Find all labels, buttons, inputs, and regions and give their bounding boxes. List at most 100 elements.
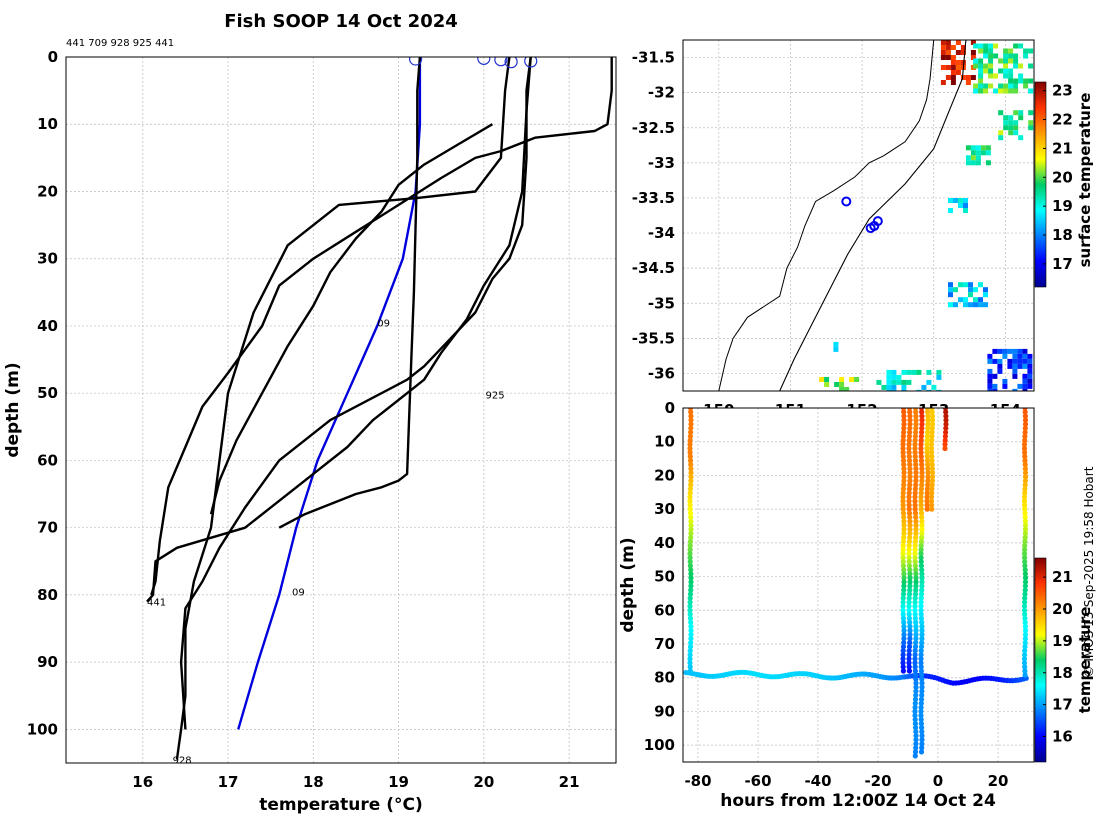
cast-point	[913, 680, 919, 686]
sst-colorbar-tick: 17	[1052, 255, 1073, 273]
cast-point	[907, 567, 913, 573]
cast-point	[919, 627, 925, 634]
cast-point	[919, 684, 925, 690]
sst-pixel	[960, 50, 966, 55]
sst-pixel	[978, 78, 984, 84]
cast-point	[687, 607, 693, 613]
cast-point	[913, 534, 919, 541]
sst-pixel	[901, 389, 907, 391]
cast-point	[912, 453, 918, 460]
sst-pixel	[973, 43, 979, 49]
sst-pixel	[1028, 88, 1034, 94]
sst-pixel	[973, 83, 979, 89]
cast-point	[912, 656, 918, 662]
cast-point	[913, 745, 919, 751]
cast-point	[900, 656, 906, 662]
sst-pixel	[958, 282, 963, 288]
cast-point	[907, 526, 913, 533]
sst-pixel	[970, 150, 976, 156]
cast-point	[919, 583, 925, 589]
cast-point	[913, 632, 919, 638]
profile-ylabel: depth (m)	[3, 362, 23, 457]
cast-point	[1022, 490, 1028, 496]
sst-pixel	[973, 58, 979, 64]
cast-point	[688, 470, 694, 476]
cast-point	[924, 502, 930, 508]
cast-point	[912, 753, 918, 759]
cast-point	[924, 445, 930, 452]
section-ytick: 100	[644, 736, 675, 754]
cast-point	[929, 490, 935, 496]
sst-pixel	[970, 40, 976, 45]
cast-point	[687, 668, 694, 674]
cast-point	[688, 587, 694, 593]
sst-pixel	[992, 373, 998, 379]
sst-pixel	[987, 353, 993, 359]
cast-point	[906, 603, 912, 609]
cast-point	[907, 636, 913, 642]
cast-point	[918, 668, 925, 674]
sst-pixel	[1018, 110, 1024, 116]
cast-point	[919, 482, 925, 488]
cast-point	[1022, 506, 1028, 512]
cast-point	[913, 522, 919, 528]
sst-pixel	[1012, 358, 1018, 364]
cast-point	[1022, 470, 1029, 476]
cast-point	[1021, 494, 1028, 500]
cast-point	[912, 445, 918, 452]
sst-pixel	[988, 43, 994, 49]
cast-point	[912, 599, 918, 605]
cast-point	[913, 579, 919, 585]
cast-point	[900, 510, 907, 516]
cast-point	[924, 441, 930, 447]
sst-pixel	[1017, 348, 1023, 354]
sst-pixel	[1008, 48, 1014, 54]
cast-point	[912, 498, 918, 504]
cast-point	[912, 721, 919, 727]
sst-pixel	[926, 379, 932, 385]
cast-point	[919, 429, 925, 435]
cast-point	[918, 716, 924, 723]
sst-pixel	[876, 379, 882, 385]
cast-point	[913, 514, 919, 520]
sst-pixel	[998, 130, 1004, 136]
cast-point	[918, 441, 924, 447]
cast-point	[929, 502, 935, 508]
cast-point	[942, 445, 948, 452]
cast-point	[688, 409, 694, 415]
sst-pixel	[945, 55, 951, 60]
map-plot-bg	[683, 40, 1034, 391]
cast-point	[901, 466, 907, 472]
cast-point	[919, 733, 925, 739]
sst-pixel	[983, 292, 988, 298]
profile-ytick: 60	[37, 451, 58, 469]
sst-pixel	[916, 389, 922, 391]
sst-pixel	[998, 68, 1004, 74]
cast-point	[919, 478, 925, 484]
sst-pixel	[948, 287, 953, 293]
sst-pixel	[1008, 125, 1014, 131]
cast-point	[1022, 538, 1028, 545]
profile-point-label: 09	[292, 588, 305, 599]
profile-point-label: 09	[377, 319, 390, 330]
cast-point	[918, 611, 924, 617]
section-xtick: 0	[933, 772, 943, 790]
cast-point	[925, 482, 931, 488]
sst-pixel	[950, 70, 956, 75]
cast-point	[919, 676, 925, 682]
cast-point	[918, 607, 924, 613]
cast-point	[1022, 672, 1028, 678]
temp-colorbar-tick: 20	[1052, 600, 1073, 618]
cast-point	[1022, 474, 1029, 480]
cast-point	[907, 619, 913, 626]
cast-point	[907, 640, 913, 646]
profile-line-925	[179, 57, 532, 730]
profile-xtick: 21	[559, 773, 580, 791]
cast-point	[687, 547, 693, 553]
sst-pixel	[955, 60, 961, 65]
cast-point	[900, 437, 906, 443]
cast-point	[913, 640, 919, 646]
sst-pixel	[886, 369, 892, 375]
cast-point	[919, 575, 925, 581]
cast-point	[907, 571, 913, 577]
